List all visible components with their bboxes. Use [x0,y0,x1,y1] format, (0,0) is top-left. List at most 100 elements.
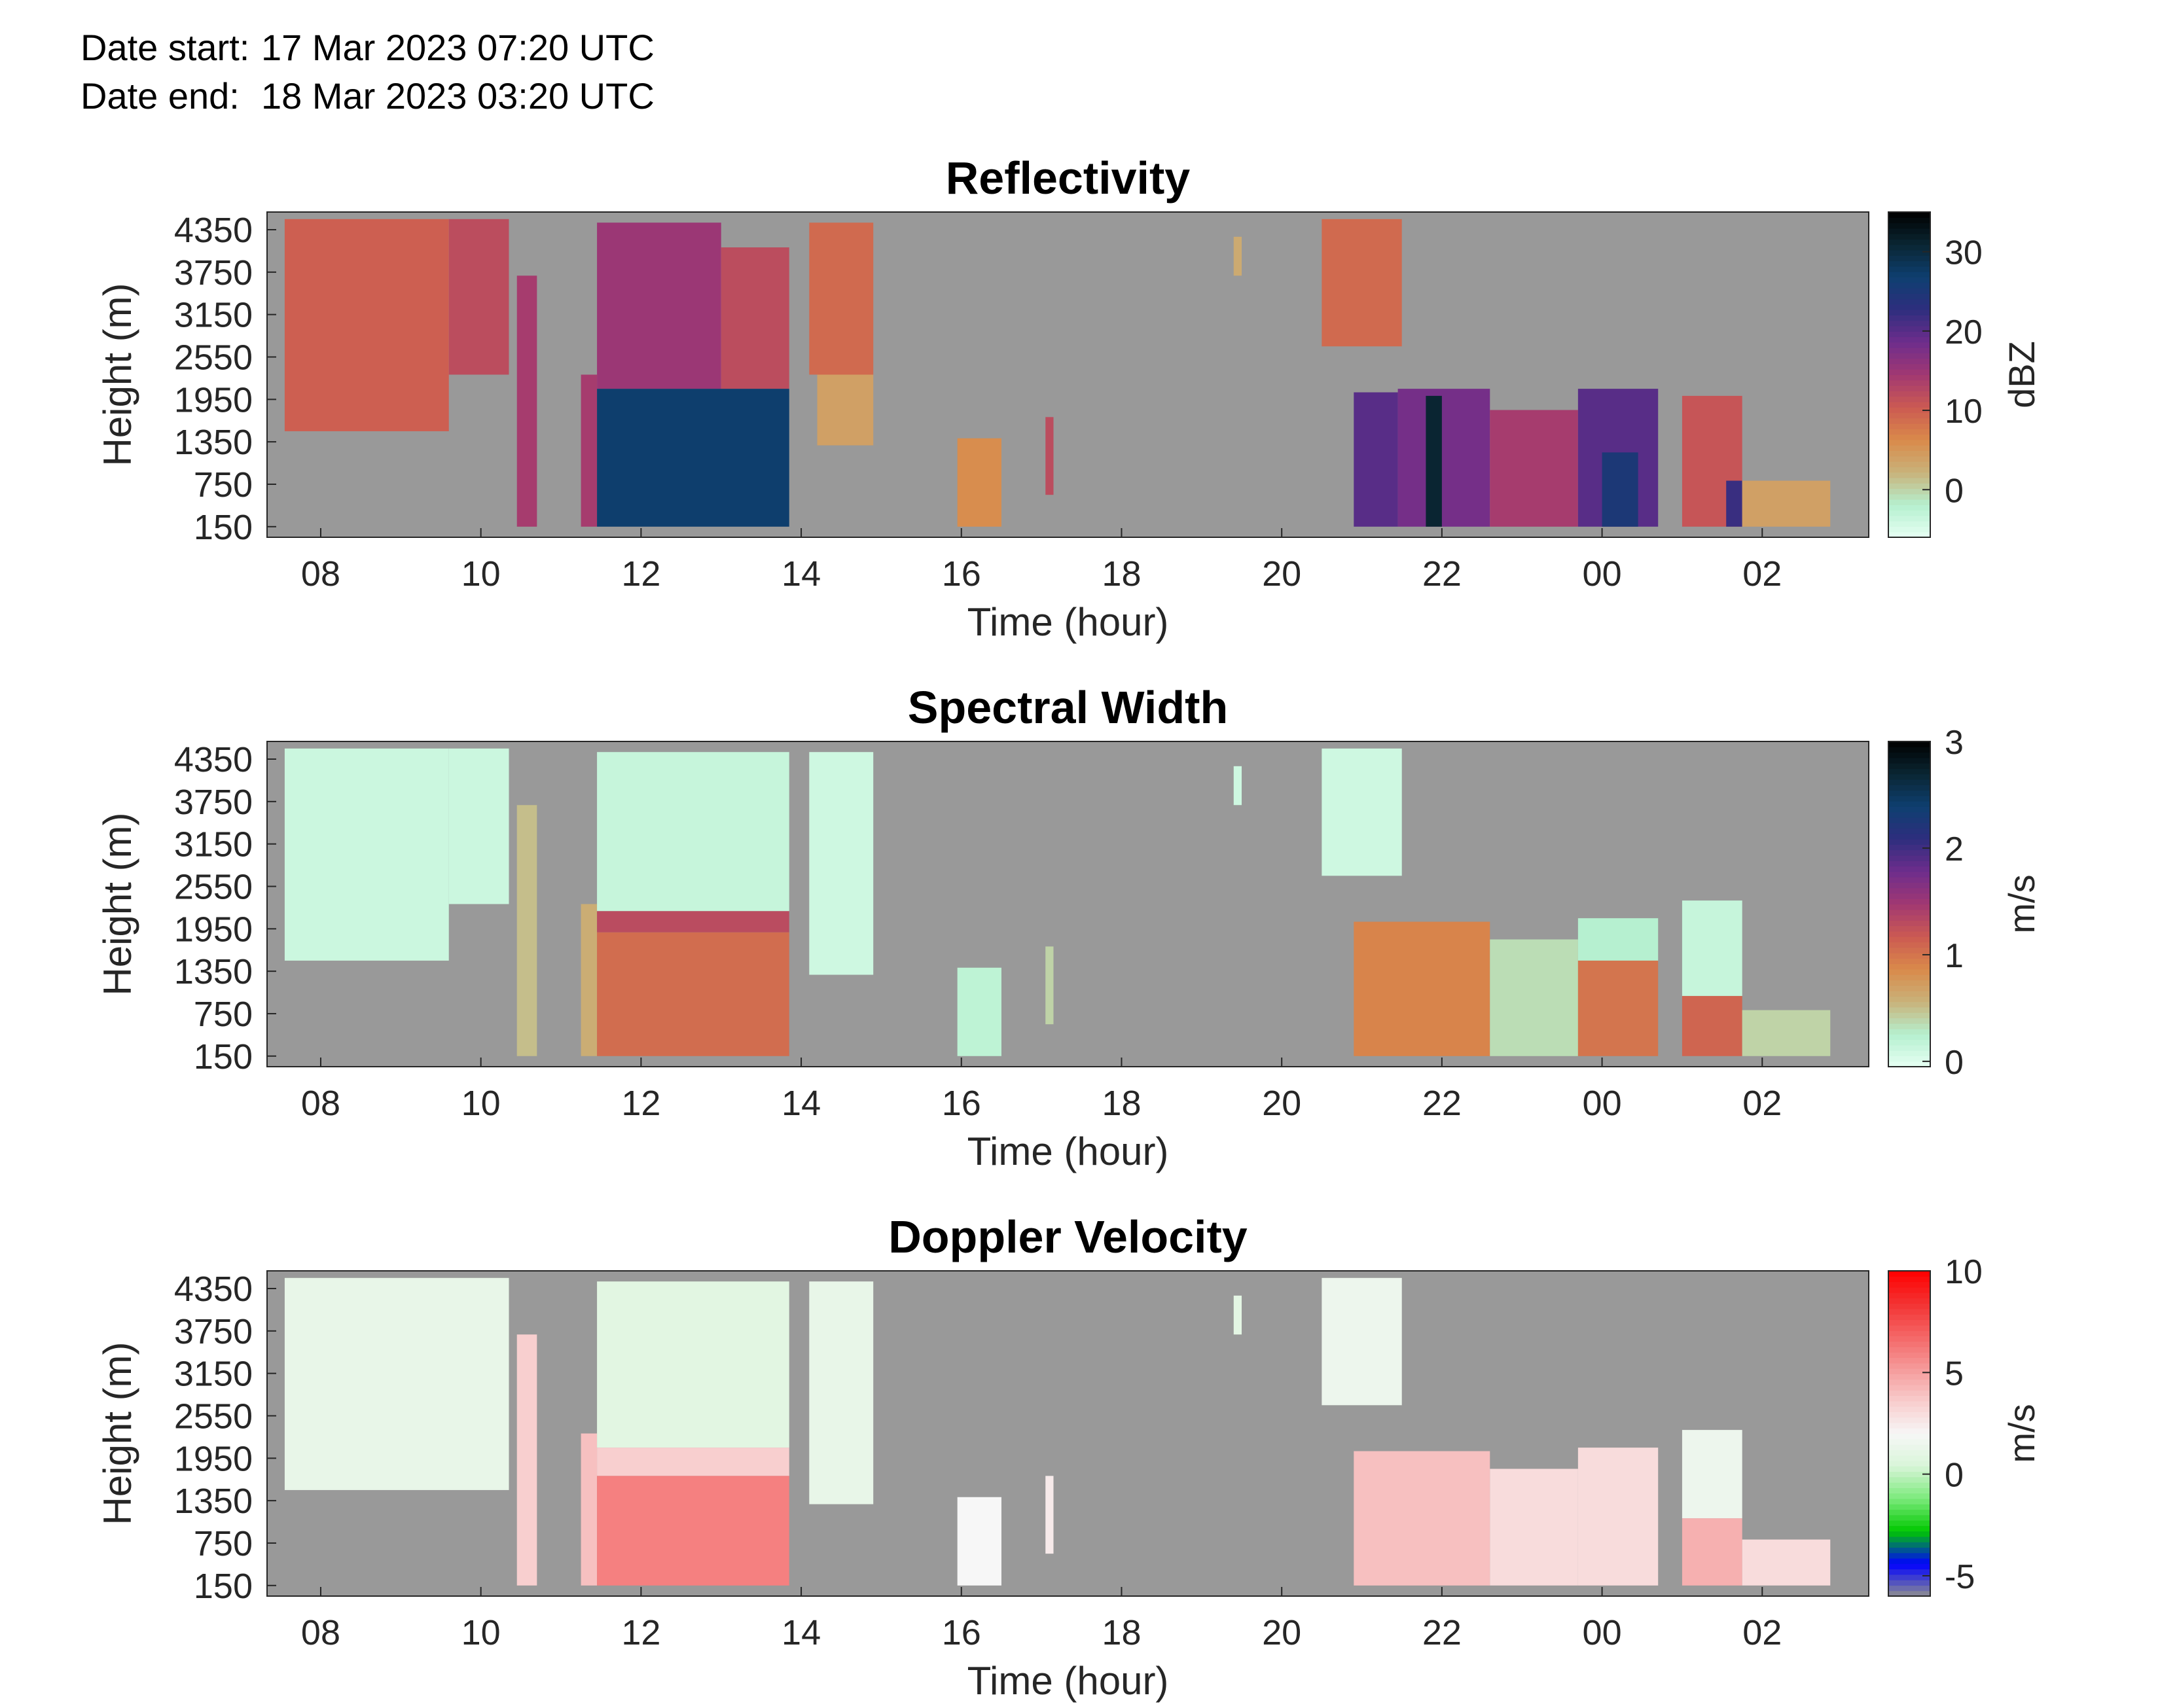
colorbar-swatch [1888,861,1930,867]
colorbar-swatch [1888,212,1930,218]
colorbar-swatch [1888,1292,1930,1299]
data-cell [448,219,509,375]
y-tick-label: 150 [194,1567,253,1606]
colorbar-swatch [1888,991,1930,997]
colorbar-swatch [1888,801,1930,807]
colorbar-swatch [1888,1384,1930,1391]
colorbar-swatch [1888,1400,1930,1407]
x-tick-label: 14 [782,1613,821,1652]
x-tick-label: 18 [1102,1613,1141,1652]
x-tick-label: 12 [621,1613,660,1652]
data-cell [1233,766,1242,806]
x-tick-label: 20 [1262,554,1301,594]
panel-title: Spectral Width [908,682,1228,733]
colorbar-swatch [1888,510,1930,516]
axes-box [266,211,1869,538]
x-tick-label: 12 [621,554,660,594]
x-tick-label: 02 [1742,1613,1782,1652]
colorbar-swatch [1888,920,1930,927]
colorbar-swatch [1888,353,1930,359]
x-axis-label: Time (hour) [967,600,1169,644]
colorbar-box [1888,211,1931,538]
data-cell [817,374,874,446]
colorbar-swatch [1888,963,1930,970]
colorbar-swatch [1888,336,1930,343]
colorbar-swatch [1888,752,1930,758]
colorbar-swatch [1888,1466,1930,1472]
colorbar-tick-label: 20 [1945,313,1983,351]
colorbar-swatch [1888,450,1930,457]
x-tick-label: 10 [461,1084,501,1123]
colorbar-swatch [1888,768,1930,775]
y-tick-label: 3150 [174,1355,253,1394]
colorbar-swatch [1888,817,1930,823]
colorbar-tick-label: 3 [1945,724,1964,762]
colorbar-swatch [1888,1330,1930,1336]
colorbar-swatch [1888,272,1930,277]
colorbar-swatch [1888,1390,1930,1397]
y-tick-label: 750 [194,465,253,505]
colorbar-swatch [1888,1547,1930,1554]
colorbar-swatch [1888,293,1930,300]
x-tick-label: 20 [1262,1613,1301,1652]
colorbar-swatch [1888,277,1930,283]
data-cell [1490,410,1578,527]
colorbar-swatch [1888,1346,1930,1353]
colorbar-swatch [1888,1303,1930,1309]
colorbar-swatch [1888,1319,1930,1326]
colorbar-swatch [1888,1056,1930,1062]
colorbar-swatch [1888,866,1930,872]
data-layer [284,748,1831,1056]
data-cell [1682,1518,1742,1586]
colorbar-swatch [1888,467,1930,473]
colorbar-swatch [1888,828,1930,834]
date-end-value: 18 Mar 2023 03:20 UTC [261,75,655,116]
y-tick-label: 1350 [174,423,253,462]
data-cell [1233,1295,1242,1335]
colorbar-swatch [1888,1379,1930,1385]
colorbar-swatch [1888,217,1930,224]
colorbar-swatch [1888,401,1930,408]
colorbar-swatch [1888,1552,1930,1559]
x-tick-label: 12 [621,1084,660,1123]
colorbar-swatch [1888,445,1930,452]
x-tick-label: 02 [1742,1084,1782,1123]
data-cell [1045,417,1054,495]
data-cell [1322,748,1402,876]
panel-title: Reflectivity [946,152,1191,204]
colorbar-swatch [1888,429,1930,435]
y-tick-label: 1350 [174,1482,253,1521]
data-cell [448,748,509,904]
x-axis-label: Time (hour) [967,1659,1169,1703]
colorbar-swatch [1888,1563,1930,1570]
colorbar-tick-label: 0 [1945,1457,1964,1495]
colorbar-swatch [1888,1276,1930,1283]
colorbar-swatch [1888,985,1930,991]
data-cell [597,1281,789,1448]
colorbar-swatch [1888,461,1930,467]
colorbar-swatch [1888,521,1930,527]
colorbar-swatch [1888,1455,1930,1461]
colorbar-swatch [1888,1525,1930,1532]
data-cell [1490,1468,1578,1586]
data-cell [1682,900,1742,996]
colorbar-swatch [1888,369,1930,376]
colorbar-swatch [1888,806,1930,813]
colorbar-tick-label: 10 [1945,393,1983,431]
colorbar-swatch [1888,1006,1930,1013]
colorbar-swatch [1888,774,1930,780]
y-axis-label: Height (m) [96,812,139,995]
x-tick-label: 08 [301,1084,340,1123]
colorbar-swatch [1888,958,1930,965]
colorbar-swatch [1888,747,1930,753]
colorbar-swatch [1888,996,1930,1003]
y-tick-label: 3150 [174,296,253,335]
colorbar-swatch [1888,396,1930,402]
colorbar-swatch [1888,1471,1930,1478]
x-tick-label: 16 [942,1613,981,1652]
colorbar-swatch [1888,1504,1930,1510]
colorbar-swatch [1888,1509,1930,1516]
colorbar-swatch [1888,1531,1930,1537]
date-start-label: Date start: [81,27,250,68]
